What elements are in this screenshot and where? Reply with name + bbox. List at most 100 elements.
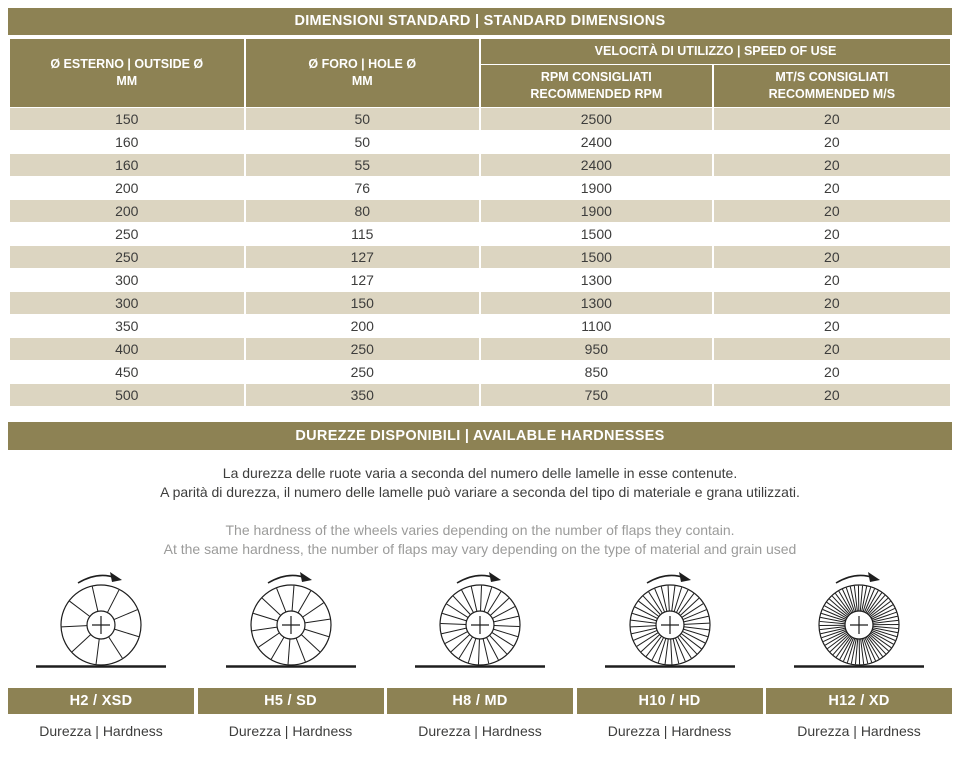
table-cell: 160 bbox=[10, 153, 244, 176]
hardness-description-english: The hardness of the wheels varies depend… bbox=[163, 521, 797, 557]
table-cell: 1900 bbox=[481, 176, 712, 199]
table-cell: 80 bbox=[245, 199, 479, 222]
table-cell: 20 bbox=[713, 291, 950, 314]
table-row: 150 50 2500 20 bbox=[10, 107, 950, 130]
table-cell: 1100 bbox=[481, 314, 712, 337]
hardness-sublabel: Durezza | Hardness bbox=[797, 722, 921, 739]
hardness-grade-label: H12 / XD bbox=[766, 687, 952, 714]
hardness-sublabel: Durezza | Hardness bbox=[228, 722, 353, 739]
table-cell: 127 bbox=[245, 245, 479, 268]
table-header-row-sub: RPM CONSIGLIATI RECOMMENDED RPM MT/S CON… bbox=[10, 64, 950, 107]
table-cell: 350 bbox=[245, 383, 479, 406]
header-recommended-ms: MT/S CONSIGLIATI RECOMMENDED M/S bbox=[713, 64, 950, 107]
table-row: 200 80 1900 20 bbox=[10, 199, 950, 222]
table-cell: 150 bbox=[245, 291, 479, 314]
table-cell: 350 bbox=[10, 314, 244, 337]
flap-wheel-icon bbox=[784, 569, 934, 681]
hardness-grade-label: H5 / SD bbox=[197, 687, 384, 714]
hardness-column: H12 / XD Durezza | Hardness bbox=[766, 569, 952, 739]
table-cell: 20 bbox=[713, 153, 950, 176]
table-cell: 76 bbox=[245, 176, 479, 199]
dimensions-table-body: 150 50 2500 20 160 50 2400 20 160 55 2400 20 200 76 19… bbox=[10, 107, 950, 406]
table-cell: 50 bbox=[245, 130, 479, 153]
flap-wheel-icon bbox=[595, 569, 745, 681]
table-row: 400 250 950 20 bbox=[10, 337, 950, 360]
table-cell: 200 bbox=[10, 199, 244, 222]
hardness-grade-label: H8 / MD bbox=[387, 687, 573, 714]
table-row: 300 150 1300 20 bbox=[10, 291, 950, 314]
table-cell: 20 bbox=[713, 222, 950, 245]
table-row: 200 76 1900 20 bbox=[10, 176, 950, 199]
header-hole-diameter: Ø FORO | HOLE Ø MM bbox=[245, 39, 479, 107]
table-cell: 1500 bbox=[481, 245, 712, 268]
table-cell: 2500 bbox=[481, 107, 712, 130]
table-cell: 20 bbox=[713, 383, 950, 406]
table-cell: 2400 bbox=[481, 130, 712, 153]
table-cell: 1900 bbox=[481, 199, 712, 222]
header-recommended-rpm: RPM CONSIGLIATI RECOMMENDED RPM bbox=[481, 64, 712, 107]
table-cell: 450 bbox=[10, 360, 244, 383]
table-cell: 115 bbox=[245, 222, 479, 245]
table-cell: 55 bbox=[245, 153, 479, 176]
table-row: 250 115 1500 20 bbox=[10, 222, 950, 245]
table-cell: 20 bbox=[713, 245, 950, 268]
table-cell: 1500 bbox=[481, 222, 712, 245]
hardness-grade-label: H2 / XSD bbox=[8, 687, 194, 714]
table-cell: 20 bbox=[713, 314, 950, 337]
table-cell: 200 bbox=[10, 176, 244, 199]
table-cell: 500 bbox=[10, 383, 244, 406]
table-cell: 850 bbox=[481, 360, 712, 383]
table-cell: 300 bbox=[10, 268, 244, 291]
table-row: 160 55 2400 20 bbox=[10, 153, 950, 176]
table-row: 450 250 850 20 bbox=[10, 360, 950, 383]
header-speed-of-use-group: VELOCITÀ DI UTILIZZO | SPEED OF USE bbox=[481, 39, 950, 64]
table-cell: 250 bbox=[245, 337, 479, 360]
table-cell: 20 bbox=[713, 360, 950, 383]
table-row: 250 127 1500 20 bbox=[10, 245, 950, 268]
table-cell: 127 bbox=[245, 268, 479, 291]
table-cell: 20 bbox=[713, 199, 950, 222]
table-cell: 20 bbox=[713, 130, 950, 153]
hardness-column: H5 / SD Durezza | Hardness bbox=[197, 569, 384, 739]
dimensions-table: Ø ESTERNO | OUTSIDE Ø MM Ø FORO | HOLE Ø… bbox=[8, 38, 952, 407]
table-cell: 160 bbox=[10, 130, 244, 153]
table-header-row-group: Ø ESTERNO | OUTSIDE Ø MM Ø FORO | HOLE Ø… bbox=[10, 39, 950, 107]
table-cell: 50 bbox=[245, 107, 479, 130]
table-cell: 400 bbox=[10, 337, 244, 360]
flap-wheel-icon bbox=[405, 569, 555, 681]
hardness-column: H2 / XSD Durezza | Hardness bbox=[8, 569, 194, 739]
table-cell: 20 bbox=[713, 268, 950, 291]
header-outside-diameter: Ø ESTERNO | OUTSIDE Ø MM bbox=[10, 39, 244, 107]
table-row: 350 200 1100 20 bbox=[10, 314, 950, 337]
flap-wheel-icon bbox=[216, 569, 366, 681]
table-cell: 200 bbox=[245, 314, 479, 337]
hardness-section-title: DUREZZE DISPONIBILI | AVAILABLE HARDNESS… bbox=[8, 421, 952, 450]
table-cell: 20 bbox=[713, 337, 950, 360]
hardness-sublabel: Durezza | Hardness bbox=[39, 722, 163, 739]
table-row: 160 50 2400 20 bbox=[10, 130, 950, 153]
table-cell: 750 bbox=[481, 383, 712, 406]
table-cell: 20 bbox=[713, 176, 950, 199]
flap-wheel-icon bbox=[26, 569, 176, 681]
table-cell: 250 bbox=[10, 222, 244, 245]
table-cell: 2400 bbox=[481, 153, 712, 176]
hardness-sublabel: Durezza | Hardness bbox=[607, 722, 732, 739]
table-row: 300 127 1300 20 bbox=[10, 268, 950, 291]
table-cell: 1300 bbox=[481, 268, 712, 291]
table-row: 500 350 750 20 bbox=[10, 383, 950, 406]
table-cell: 300 bbox=[10, 291, 244, 314]
table-cell: 950 bbox=[481, 337, 712, 360]
table-cell: 250 bbox=[245, 360, 479, 383]
hardness-description-italian: La durezza delle ruote varia a seconda d… bbox=[160, 464, 800, 500]
table-cell: 250 bbox=[10, 245, 244, 268]
hardness-column: H8 / MD Durezza | Hardness bbox=[387, 569, 573, 739]
table-cell: 20 bbox=[713, 107, 950, 130]
hardness-columns: H2 / XSD Durezza | Hardness H5 / SD Durezza… bbox=[8, 569, 952, 739]
hardness-sublabel: Durezza | Hardness bbox=[418, 722, 542, 739]
hardness-grade-label: H10 / HD bbox=[576, 687, 763, 714]
dimensions-table-title: DIMENSIONI STANDARD | STANDARD DIMENSION… bbox=[8, 8, 952, 35]
table-cell: 150 bbox=[10, 107, 244, 130]
hardness-column: H10 / HD Durezza | Hardness bbox=[576, 569, 763, 739]
table-cell: 1300 bbox=[481, 291, 712, 314]
